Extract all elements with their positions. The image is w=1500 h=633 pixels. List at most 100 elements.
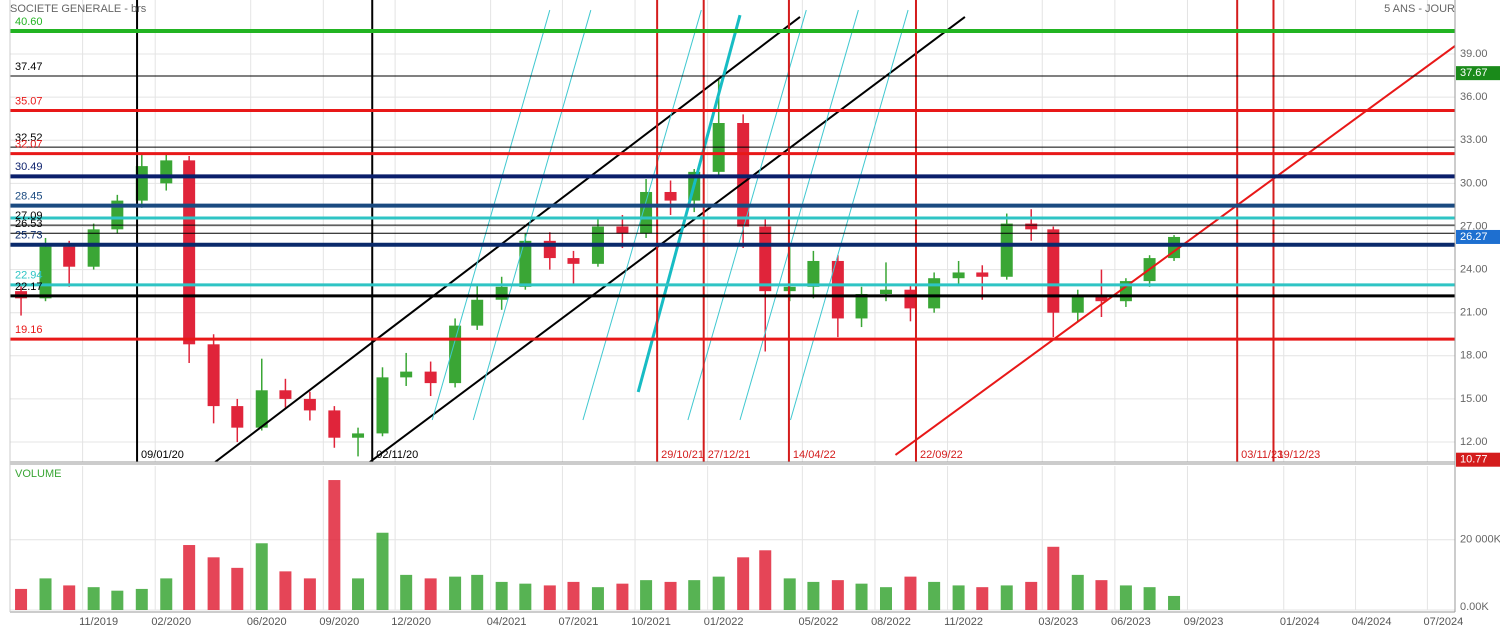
- vertical-line-label: 09/01/20: [141, 449, 184, 461]
- candle-body: [519, 240, 532, 287]
- candle-body: [616, 226, 629, 234]
- candle-body: [303, 398, 316, 411]
- trend-line: [636, 14, 742, 393]
- x-tick-label: 04/2024: [1352, 616, 1392, 628]
- volume-bar: [63, 585, 76, 610]
- trend-line: [431, 9, 551, 421]
- volume-bar: [904, 576, 917, 610]
- volume-bar: [1047, 546, 1060, 610]
- candle-body: [63, 246, 76, 267]
- volume-bar: [424, 578, 437, 610]
- x-tick-label: 11/2019: [79, 616, 118, 628]
- volume-bar: [976, 587, 989, 610]
- volume-bar: [495, 581, 508, 610]
- y-tick-label: 12.00: [1460, 436, 1488, 448]
- volume-title: VOLUME: [15, 468, 61, 480]
- horizontal-line-label: 19.16: [15, 324, 43, 336]
- candle-body: [1047, 229, 1060, 313]
- volume-bar: [519, 583, 532, 610]
- horizontal-line-label: 25.73: [15, 230, 43, 242]
- volume-bar: [1143, 587, 1156, 610]
- x-tick-label: 06/2023: [1111, 616, 1151, 628]
- chart-title: SOCIETE GENERALE - brs: [10, 3, 147, 15]
- volume-bar: [352, 578, 365, 610]
- candle-body: [904, 289, 917, 309]
- trend-line: [582, 9, 702, 421]
- vertical-line-label: 03/11/23: [1241, 449, 1283, 461]
- x-tick-label: 11/2022: [944, 616, 983, 628]
- candle-body: [952, 272, 965, 279]
- volume-bar: [160, 578, 173, 610]
- x-tick-label: 10/2021: [631, 616, 671, 628]
- y-tick-label: 33.00: [1460, 134, 1488, 146]
- volume-bar: [183, 545, 196, 610]
- x-tick-label: 06/2020: [247, 616, 287, 628]
- horizontal-line-label: 27.09: [15, 210, 43, 222]
- volume-bar: [591, 587, 604, 610]
- candle-body: [207, 344, 220, 407]
- candle-body: [400, 371, 413, 378]
- horizontal-line-label: 32.52: [15, 132, 43, 144]
- candle-body: [1071, 296, 1084, 313]
- volume-bar: [855, 583, 868, 610]
- volume-bar: [1168, 595, 1181, 610]
- volume-bar: [1025, 581, 1038, 610]
- horizontal-line-label: 22.17: [15, 281, 43, 293]
- price-marker: [1456, 229, 1500, 244]
- horizontal-line-label: 40.60: [15, 16, 43, 28]
- volume-bar: [1095, 580, 1108, 610]
- annotations: [10, 0, 1455, 462]
- vertical-line-label: 29/10/21: [661, 449, 704, 461]
- volume-bar: [567, 581, 580, 610]
- trend-line: [687, 9, 807, 421]
- horizontal-line-label: 30.49: [15, 161, 43, 173]
- candle-body: [495, 286, 508, 300]
- trend-line: [894, 45, 1455, 456]
- chart-subtitle: 5 ANS - JOUR: [1384, 3, 1455, 15]
- horizontal-line-label: 28.45: [15, 191, 43, 203]
- x-tick-label: 09/2020: [319, 616, 359, 628]
- y-tick-label: 36.00: [1460, 91, 1488, 103]
- horizontal-line-label: 35.07: [15, 95, 43, 107]
- volume-bar: [759, 550, 772, 610]
- volume-bar: [279, 571, 292, 610]
- volume-bar: [952, 585, 965, 610]
- volume-bar: [207, 557, 220, 610]
- volume-bar: [87, 587, 100, 610]
- volume-bar: [231, 567, 244, 610]
- candle-body: [328, 410, 341, 438]
- volume-bar: [449, 576, 462, 610]
- volume-bar: [879, 587, 892, 610]
- vertical-line-label: 22/09/22: [920, 449, 963, 461]
- price-marker-label: 37.67: [1460, 67, 1488, 79]
- y-tick-label: 24.00: [1460, 263, 1488, 275]
- volume-bar: [543, 585, 556, 610]
- candle-body: [759, 226, 772, 292]
- x-tick-label: 07/2021: [559, 616, 599, 628]
- candle-body: [567, 258, 580, 264]
- price-marker: [1456, 66, 1500, 81]
- x-tick-label: 04/2021: [487, 616, 527, 628]
- labels: 09/01/20 02/11/20 29/10/21 27/12/21 14/04/22…: [15, 16, 1500, 467]
- vertical-line-label: 02/11/20: [376, 449, 418, 461]
- x-tick-label: 03/2023: [1038, 616, 1078, 628]
- candle-body: [976, 272, 989, 277]
- volume-bar: [376, 532, 389, 610]
- trend-line: [739, 9, 859, 421]
- volume-bar: [831, 580, 844, 610]
- volume-grid: [10, 466, 1455, 611]
- horizontal-line-label: 26.53: [15, 218, 43, 230]
- candle-body: [1025, 223, 1038, 230]
- candle-body: [231, 406, 244, 428]
- volume-bar: [688, 580, 701, 610]
- volume-bar: [1071, 574, 1084, 610]
- trend-line: [214, 16, 801, 462]
- candle-body: [1095, 296, 1108, 302]
- candle-body: [640, 191, 653, 234]
- volume-bar: [783, 578, 796, 610]
- volume-bar: [255, 543, 268, 610]
- horizontal-line-label: 32.07: [15, 139, 43, 151]
- volume-bar: [928, 581, 941, 610]
